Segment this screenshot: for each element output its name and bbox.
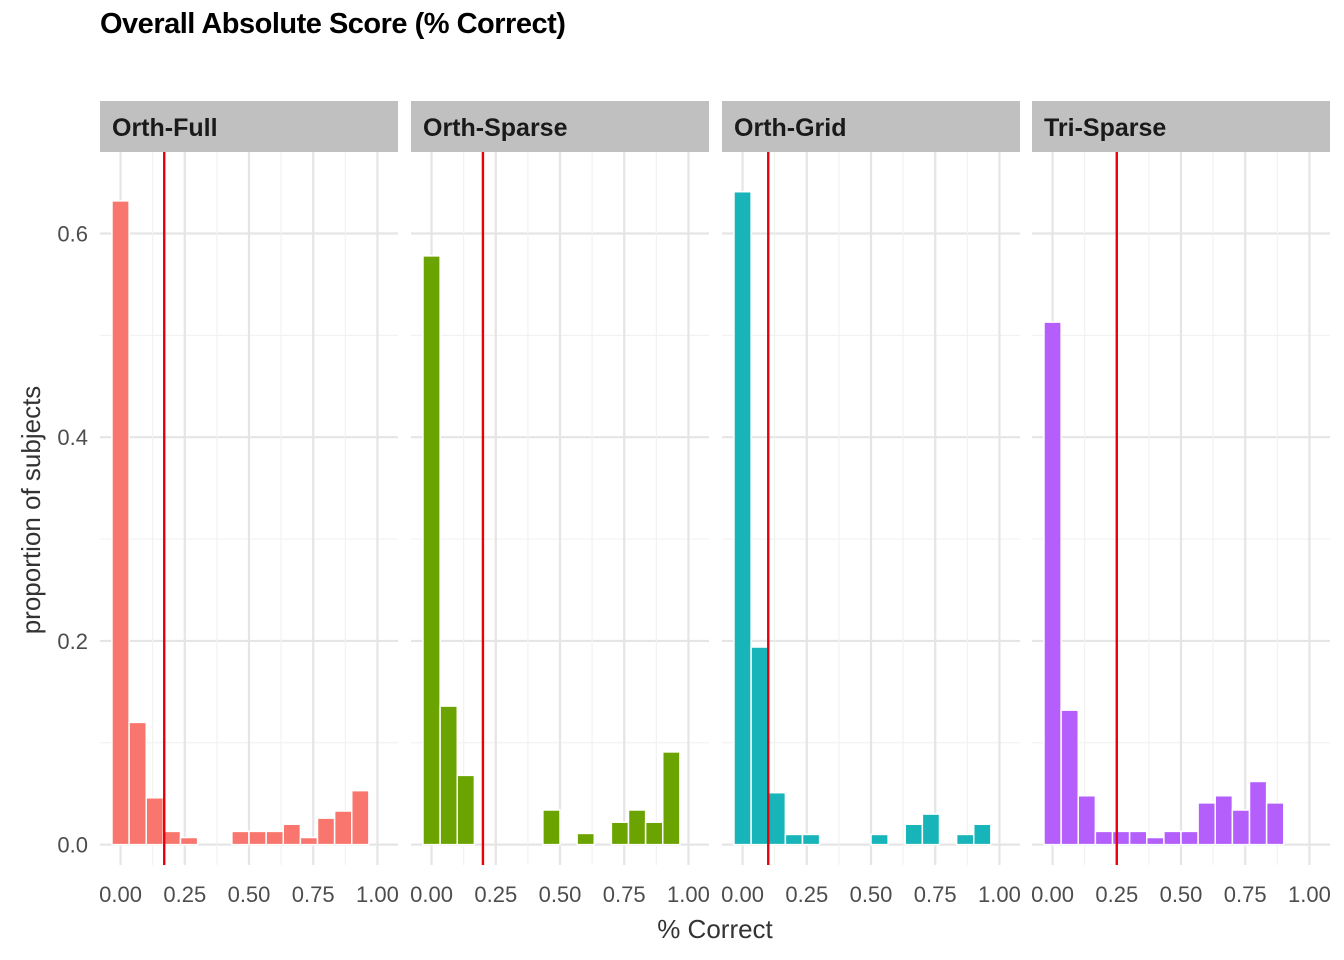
facet-strip-orth-grid (722, 101, 1020, 152)
x-tick-label: 1.00 (356, 882, 399, 907)
histogram-bar (784, 833, 804, 846)
histogram-bar (1265, 802, 1285, 846)
x-tick-label: 0.75 (1224, 882, 1267, 907)
x-tick-label: 0.00 (410, 882, 453, 907)
y-tick-label: 0.0 (57, 833, 88, 858)
x-tick-label: 1.00 (978, 882, 1021, 907)
x-tick-label: 0.75 (603, 882, 646, 907)
histogram-bar (1180, 830, 1199, 846)
histogram-bar (422, 255, 441, 846)
histogram-bar (1145, 836, 1165, 846)
histogram-bar (1248, 780, 1268, 846)
histogram-bar (439, 705, 459, 846)
histogram-bar (576, 832, 596, 846)
x-tick-label: 0.00 (99, 882, 142, 907)
histogram-bar (542, 809, 561, 846)
x-tick-label: 0.00 (1031, 882, 1074, 907)
facet-strip-tri-sparse (1032, 101, 1330, 152)
histogram-bar (333, 810, 353, 846)
x-tick-label: 0.25 (1095, 882, 1138, 907)
histogram-bar (1128, 830, 1148, 846)
histogram-bar (1197, 802, 1217, 846)
facet-label-orth-grid: Orth-Grid (734, 114, 847, 142)
x-tick-label: 0.25 (163, 882, 206, 907)
x-tick-label: 0.00 (721, 882, 764, 907)
x-tick-label: 0.25 (474, 882, 517, 907)
x-tick-label: 1.00 (1288, 882, 1331, 907)
histogram-bar (111, 200, 130, 846)
histogram-bar (350, 789, 370, 846)
histogram-bar (972, 823, 992, 846)
y-axis-title: proportion of subjects (16, 386, 46, 635)
histogram-bar (801, 833, 821, 846)
histogram-bar (179, 836, 199, 846)
histogram-bar (644, 821, 664, 846)
x-tick-label: 0.75 (914, 882, 957, 907)
facet-strip-orth-sparse (411, 101, 709, 152)
x-tick-label: 0.50 (850, 882, 893, 907)
facet-label-orth-full: Orth-Full (112, 114, 218, 142)
histogram-bar (1214, 794, 1234, 846)
histogram-bar (1077, 794, 1097, 846)
histogram-bar (316, 817, 336, 846)
histogram-bar (128, 721, 148, 846)
histogram-bar (1111, 830, 1131, 846)
histogram-bar (1231, 809, 1251, 846)
histogram-bar (1060, 709, 1080, 846)
y-tick-label: 0.2 (57, 629, 88, 654)
histogram-bar (767, 791, 787, 846)
x-tick-label: 0.75 (292, 882, 335, 907)
histogram-bar (162, 830, 182, 846)
histogram-bar (733, 190, 752, 846)
histogram-bar (610, 821, 630, 846)
histogram-bar (1163, 830, 1182, 846)
y-tick-label: 0.4 (57, 425, 88, 450)
histogram-bar (1094, 830, 1114, 846)
histogram-bar (627, 809, 647, 846)
x-tick-label: 0.25 (785, 882, 828, 907)
facet-label-tri-sparse: Tri-Sparse (1044, 114, 1166, 142)
histogram-bar (299, 836, 319, 846)
x-tick-label: 0.50 (539, 882, 582, 907)
histogram-bar (282, 823, 302, 846)
histogram-bar (456, 774, 476, 846)
histogram-bar (921, 813, 941, 846)
histogram-bar (265, 830, 285, 846)
histogram-bar (1043, 321, 1062, 846)
histogram-bar (904, 823, 924, 846)
x-tick-label: 1.00 (667, 882, 710, 907)
histogram-bar (870, 833, 889, 846)
y-tick-label: 0.6 (57, 221, 88, 246)
histogram-bar (955, 833, 975, 846)
histogram-bar (750, 646, 770, 846)
x-tick-label: 0.50 (1160, 882, 1203, 907)
facet-strip-orth-full (100, 101, 398, 152)
histogram-bar (661, 751, 681, 846)
histogram-bar (145, 797, 165, 846)
x-tick-label: 0.50 (228, 882, 271, 907)
chart-title: Overall Absolute Score (% Correct) (100, 8, 566, 40)
histogram-bar (248, 830, 267, 846)
x-axis-title: % Correct (657, 914, 773, 944)
histogram-bar (231, 830, 250, 846)
facet-label-orth-sparse: Orth-Sparse (423, 114, 568, 142)
